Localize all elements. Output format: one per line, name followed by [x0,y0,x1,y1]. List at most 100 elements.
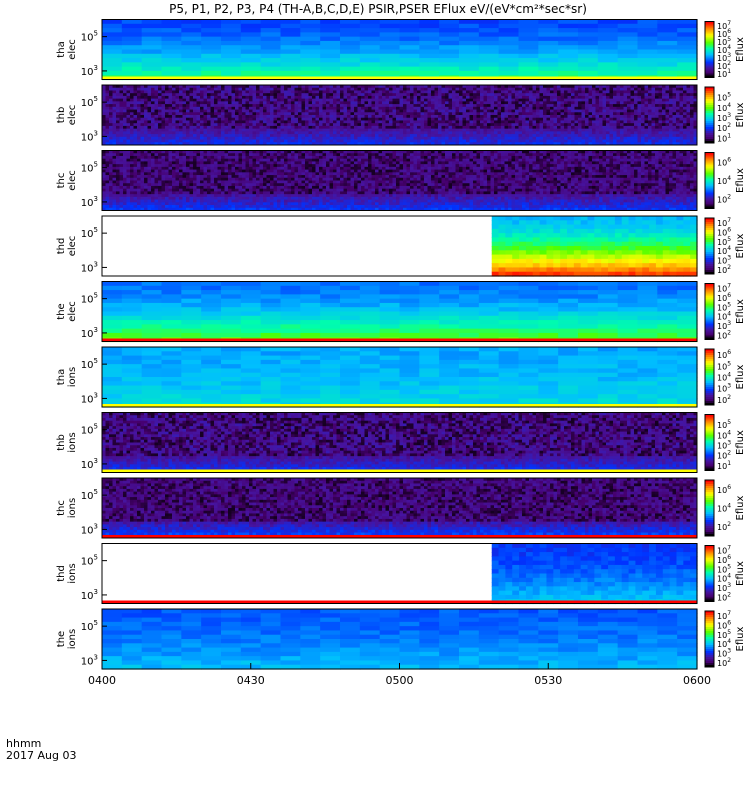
heatmap-cell [172,115,176,118]
heatmap-cell [169,153,173,156]
heatmap-cell [116,115,120,118]
heatmap-cell [200,172,204,175]
heatmap-cell [204,110,208,113]
heatmap-cell [470,137,474,140]
heatmap-cell [386,118,390,121]
heatmap-cell [526,123,530,126]
heatmap-cell [410,93,414,96]
heatmap-cell [144,134,148,137]
heatmap-cell [172,189,176,192]
heatmap-cell [144,112,148,115]
heatmap-cell [403,101,407,104]
heatmap-cell [193,126,197,129]
heatmap-cell [344,93,348,96]
heatmap-cell [122,54,142,59]
heatmap-cell [431,120,435,123]
heatmap-cell [134,123,138,126]
heatmap-cell [361,104,365,107]
heatmap-cell [515,99,519,102]
heatmap-cell [673,115,677,118]
heatmap-cell [442,90,446,93]
heatmap-cell [298,88,302,91]
heatmap-cell [263,96,267,99]
heatmap-cell [179,153,183,156]
heatmap-cell [599,118,603,121]
heatmap-cell [134,170,138,173]
heatmap-cell [438,93,442,96]
heatmap-cell [270,112,274,115]
heatmap-cell [414,107,418,110]
heatmap-cell [169,170,173,173]
heatmap-cell [144,123,148,126]
heatmap-cell [162,134,166,137]
heatmap-cell [340,58,360,63]
heatmap-cell [680,99,684,102]
heatmap-cell [368,137,372,140]
heatmap-cell [333,123,337,126]
heatmap-cell [452,107,456,110]
heatmap-cell [134,96,138,99]
heatmap-cell [172,131,176,134]
heatmap-cell [298,104,302,107]
heatmap-cell [204,126,208,129]
heatmap-cell [218,172,222,175]
heatmap-cell [354,134,358,137]
heatmap-cell [669,93,673,96]
heatmap-cell [197,191,201,194]
heatmap-cell [123,115,127,118]
heatmap-cell [326,123,330,126]
heatmap-cell [610,90,614,93]
heatmap-cell [690,110,694,113]
heatmap-cell [127,186,131,189]
heatmap-cell [683,137,687,140]
heatmap-cell [648,137,652,140]
heatmap-cell [638,118,642,121]
heatmap-cell [386,126,390,129]
heatmap-cell [683,110,687,113]
heatmap-cell [142,24,162,29]
heatmap-cell [291,112,295,115]
heatmap-cell [326,115,330,118]
heatmap-cell [365,140,369,143]
heatmap-cell [176,112,180,115]
heatmap-cell [638,28,658,33]
heatmap-cell [508,88,512,91]
heatmap-cell [193,156,197,159]
heatmap-cell [466,90,470,93]
heatmap-cell [470,90,474,93]
heatmap-cell [158,129,162,132]
heatmap-cell [134,191,138,194]
heatmap-cell [360,20,380,25]
heatmap-cell [372,101,376,104]
heatmap-cell [499,67,519,72]
heatmap-cell [260,96,264,99]
heatmap-cell [169,99,173,102]
heatmap-cell [263,126,267,129]
heatmap-cell [183,175,187,178]
heatmap-cell [438,120,442,123]
heatmap-cell [267,112,271,115]
heatmap-cell [267,90,271,93]
heatmap-cell [435,115,439,118]
heatmap-cell [466,107,470,110]
heatmap-cell [543,90,547,93]
heatmap-cell [599,129,603,132]
heatmap-cell [606,131,610,134]
heatmap-cell [281,24,301,29]
heatmap-cell [365,123,369,126]
heatmap-cell [575,129,579,132]
heatmap-cell [326,96,330,99]
heatmap-cell [687,131,691,134]
heatmap-cell [186,93,190,96]
heatmap-cell [127,107,131,110]
heatmap-cell [291,99,295,102]
heatmap-cell [305,88,309,91]
heatmap-cell [479,41,499,46]
heatmap-cell [141,205,145,208]
heatmap-cell [134,159,138,162]
heatmap-cell [113,178,117,181]
heatmap-cell [582,110,586,113]
heatmap-cell [519,96,523,99]
heatmap-cell [295,96,299,99]
heatmap-cell [538,58,558,63]
